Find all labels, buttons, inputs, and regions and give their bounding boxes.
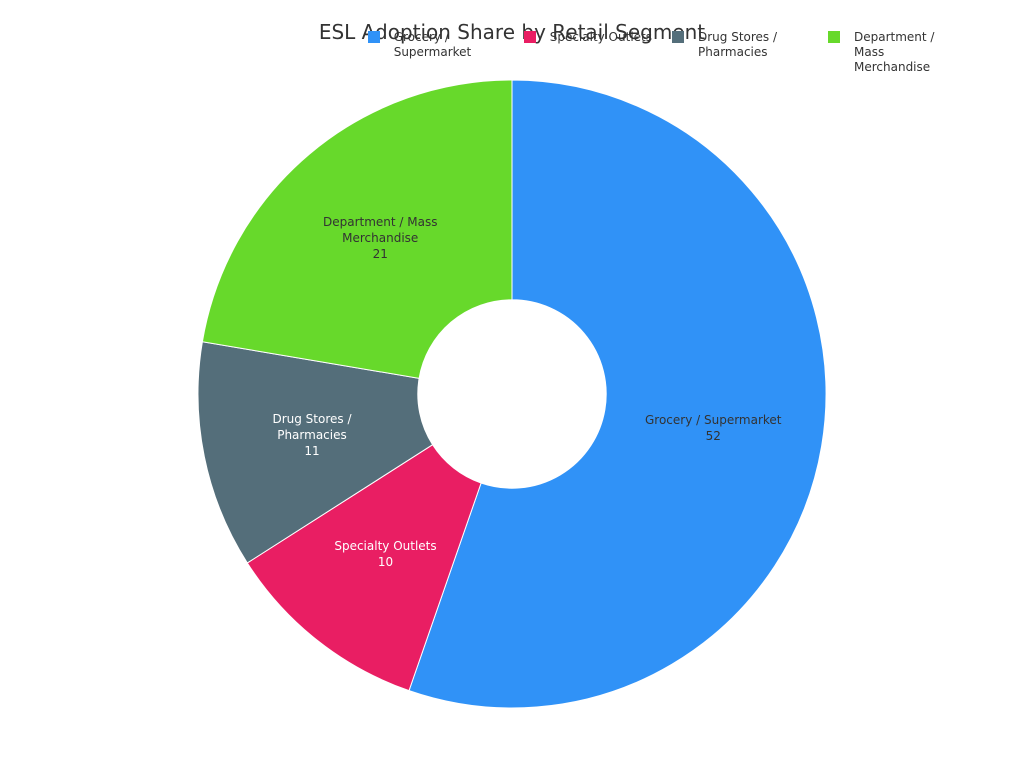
slice-label: Drug Stores / Pharmacies 11 [242,411,382,459]
slice-label: Grocery / Supermarket 52 [643,412,783,444]
legend-label: Department / Mass Merchandise [854,30,935,74]
legend-item: Department / Mass Merchandise [828,30,964,75]
legend-swatch [367,31,380,43]
legend-label: Drug Stores / Pharmacies [698,30,778,59]
slice-label-name: Specialty Outlets [334,539,437,554]
legend-swatch [523,31,536,43]
legend-item: Drug Stores / Pharmacies [672,30,808,75]
slice-label-value: 11 [304,443,320,458]
legend-item: Grocery / Supermarket [367,30,504,75]
legend-item: Specialty Outlets [523,30,652,75]
legend-label: Specialty Outlets [549,30,652,44]
slice-label: Specialty Outlets 10 [316,538,456,570]
slice-label-value: 10 [377,555,394,570]
chart-title: ESL Adoption Share by Retail Segment [318,20,706,44]
slice-label-value: 52 [705,428,721,443]
legend-swatch [672,31,684,43]
legend: Grocery / Supermarket Specialty Outlets Dr… [367,30,964,75]
slice-label-name: Drug Stores / Pharmacies [272,411,352,442]
slice-label-value: 21 [372,247,388,262]
legend-swatch [828,31,840,43]
legend-label: Grocery / Supermarket [393,30,472,59]
slice-label-name: Grocery / Supermarket [644,412,782,427]
slice-label: Department / Mass Merchandise 21 [310,214,450,262]
slice-label-name: Department / Mass Merchandise [322,215,438,246]
pie-slice [197,341,434,564]
pie-slice [246,443,482,692]
pie-slice [201,79,513,379]
pie-slice [408,79,827,709]
